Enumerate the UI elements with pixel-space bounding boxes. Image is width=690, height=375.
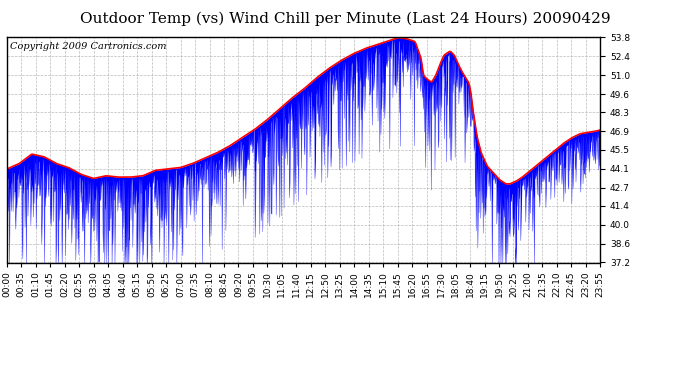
Text: Copyright 2009 Cartronics.com: Copyright 2009 Cartronics.com — [10, 42, 166, 51]
Text: Outdoor Temp (vs) Wind Chill per Minute (Last 24 Hours) 20090429: Outdoor Temp (vs) Wind Chill per Minute … — [79, 11, 611, 26]
